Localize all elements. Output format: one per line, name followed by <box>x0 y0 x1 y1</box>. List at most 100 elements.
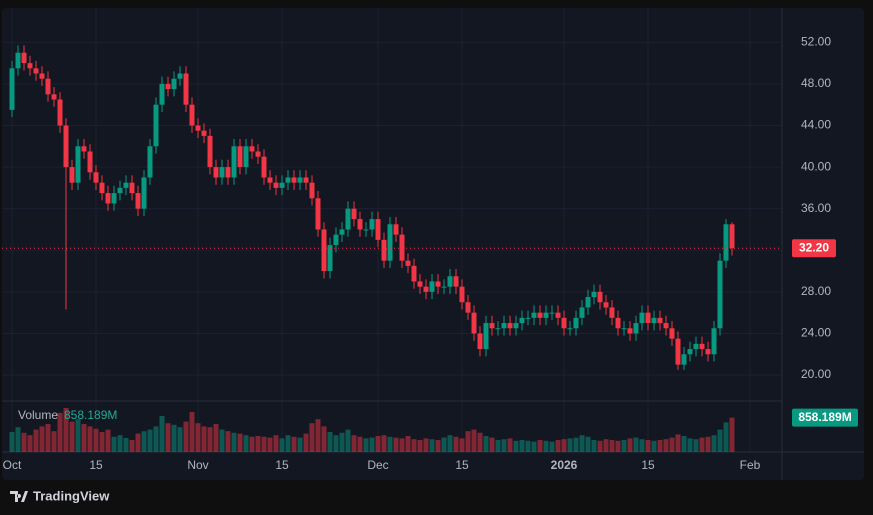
candle-body <box>249 146 255 152</box>
candle-body <box>657 317 663 324</box>
candle-body <box>627 328 633 334</box>
candle-body <box>675 338 681 365</box>
candle-body <box>411 265 417 282</box>
volume-bar <box>147 429 153 452</box>
candle-body <box>381 239 387 261</box>
candle-body <box>405 260 411 266</box>
volume-bar <box>249 436 255 452</box>
volume-bar <box>597 440 603 452</box>
volume-bar <box>237 433 243 452</box>
candle-body <box>687 349 693 355</box>
last-price-badge <box>792 239 836 258</box>
volume-bar <box>81 424 87 452</box>
chart-panel <box>2 8 864 480</box>
volume-bar <box>435 440 441 452</box>
volume-bar <box>351 435 357 452</box>
volume-bar <box>555 440 561 452</box>
candle-body <box>75 146 81 183</box>
volume-bar <box>549 441 555 452</box>
volume-bar <box>261 436 267 452</box>
candle-body <box>327 245 333 272</box>
volume-bar <box>213 424 219 452</box>
volume-bar <box>285 435 291 452</box>
volume-bar <box>447 435 453 452</box>
volume-bar <box>333 435 339 452</box>
candle-body <box>531 312 537 318</box>
volume-bar <box>165 423 171 452</box>
candle-body <box>21 52 27 64</box>
volume-bar <box>513 440 519 452</box>
candle-body <box>69 167 75 183</box>
x-tick-label: Oct <box>3 458 22 472</box>
candle-body <box>291 177 297 183</box>
volume-bar <box>579 435 585 452</box>
volume-bar <box>123 438 129 452</box>
logo-icon <box>10 491 28 502</box>
volume-bar <box>369 437 375 452</box>
volume-bar <box>567 438 573 452</box>
candle-body <box>651 317 657 324</box>
candle-body <box>729 224 735 249</box>
x-tick-label: 2026 <box>551 458 578 472</box>
candle-body <box>699 343 705 350</box>
volume-bar <box>375 436 381 452</box>
volume-bar <box>531 441 537 452</box>
volume-bar <box>459 438 465 452</box>
volume-bar <box>9 432 15 452</box>
volume-bar <box>489 437 495 452</box>
volume-bar <box>327 432 333 452</box>
volume-bar <box>159 416 165 452</box>
volume-bar <box>723 422 729 452</box>
volume-bar <box>639 439 645 452</box>
candle-body <box>309 182 315 199</box>
candle-body <box>81 146 87 152</box>
volume-bar <box>381 435 387 452</box>
candle-body <box>183 73 189 105</box>
volume-bar <box>717 429 723 452</box>
volume-bar <box>75 419 81 452</box>
volume-bar <box>57 412 63 452</box>
y-tick-label: 40.00 <box>801 159 831 173</box>
candle-body <box>177 73 183 79</box>
candle-body <box>33 68 39 74</box>
volume-bar <box>45 424 51 452</box>
candle-body <box>393 224 399 235</box>
candle-body <box>417 281 423 287</box>
volume-legend-name: Volume <box>18 408 58 422</box>
volume-bar <box>693 439 699 452</box>
volume-bar <box>675 434 681 452</box>
volume-bar <box>273 435 279 452</box>
candle-body <box>261 156 267 178</box>
candle-body <box>471 312 477 334</box>
x-tick-label: 15 <box>275 458 289 472</box>
volume-bar <box>99 432 105 452</box>
volume-bar <box>543 440 549 452</box>
candle-body <box>519 317 525 324</box>
candle-body <box>207 135 213 168</box>
volume-bar <box>729 417 735 452</box>
candle-body <box>387 224 393 261</box>
candle-body <box>693 343 699 350</box>
volume-bar <box>51 431 57 452</box>
volume-bar <box>225 431 231 452</box>
volume-bar <box>201 426 207 452</box>
volume-bar <box>291 436 297 452</box>
volume-bar <box>303 433 309 452</box>
volume-bar <box>519 440 525 452</box>
volume-bar <box>699 437 705 452</box>
volume-bar <box>309 423 315 452</box>
y-tick-label: 24.00 <box>801 326 831 340</box>
candle-body <box>621 328 627 330</box>
candle-body <box>459 286 465 303</box>
volume-bar <box>189 412 195 452</box>
volume-bar <box>87 426 93 452</box>
volume-bar <box>681 436 687 452</box>
candle-body <box>93 172 99 183</box>
volume-bar <box>495 440 501 452</box>
candle-body <box>105 193 111 204</box>
volume-bar <box>411 439 417 452</box>
volume-bar <box>621 440 627 452</box>
candle-body <box>483 323 489 350</box>
brand-name: TradingView <box>33 488 110 503</box>
volume-bar <box>33 429 39 452</box>
